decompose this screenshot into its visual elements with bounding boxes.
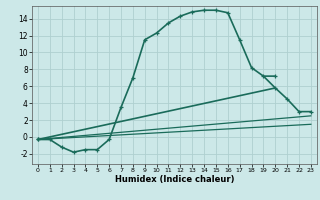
X-axis label: Humidex (Indice chaleur): Humidex (Indice chaleur) <box>115 175 234 184</box>
